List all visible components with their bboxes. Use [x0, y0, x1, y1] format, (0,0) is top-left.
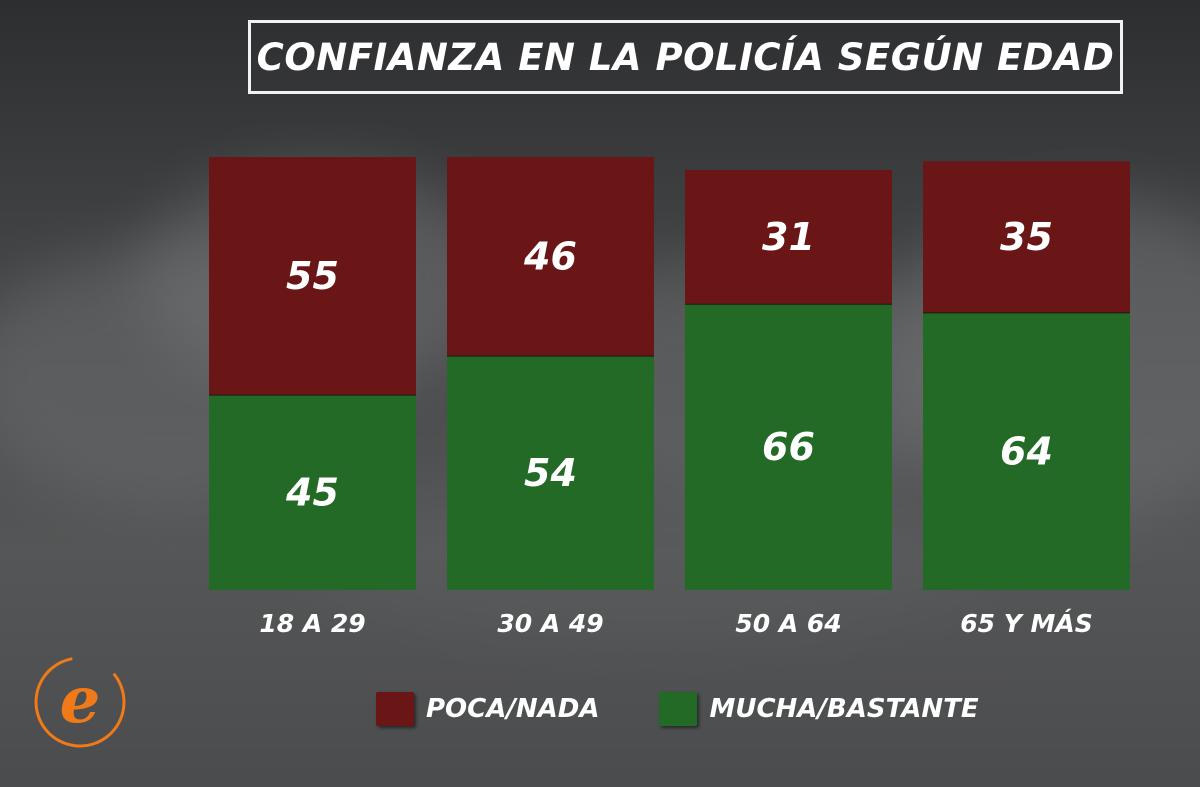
bar-mucha: [685, 304, 892, 590]
chart-title-box: CONFIANZA EN LA POLICÍA SEGÚN EDAD: [248, 20, 1123, 94]
data-label-mucha: 45: [285, 471, 339, 515]
category-label: 65 Y MÁS: [960, 609, 1093, 638]
legend: POCA/NADA MUCHA/BASTANTE: [376, 692, 1039, 726]
bar-poca: [209, 157, 416, 396]
data-label-poca: 46: [523, 235, 577, 279]
equipos-logo-icon: e: [34, 656, 126, 748]
data-label-poca: 35: [1000, 215, 1053, 259]
category-label: 18 A 29: [259, 609, 365, 638]
data-label-poca: 31: [762, 215, 815, 259]
bar-poca: [685, 169, 892, 305]
bar-mucha: [209, 395, 416, 590]
data-label-mucha: 54: [524, 451, 577, 495]
legend-item-poca: POCA/NADA: [376, 692, 599, 726]
bar-poca: [923, 161, 1130, 313]
category-label: 30 A 49: [497, 609, 603, 638]
data-label-mucha: 64: [1000, 429, 1053, 473]
bar-poca: [447, 157, 654, 357]
data-label-mucha: 66: [762, 425, 815, 469]
legend-swatch-poca: [376, 692, 414, 726]
legend-label-poca: POCA/NADA: [426, 694, 600, 724]
data-label-poca: 55: [286, 254, 339, 298]
category-label: 50 A 64: [735, 609, 841, 638]
legend-swatch-mucha: [659, 692, 698, 726]
bar-mucha: [923, 312, 1130, 590]
legend-item-mucha: MUCHA/BASTANTE: [659, 692, 979, 726]
bar-mucha: [447, 356, 654, 590]
legend-label-mucha: MUCHA/BASTANTE: [709, 694, 979, 724]
chart-title: CONFIANZA EN LA POLICÍA SEGÚN EDAD: [256, 35, 1115, 79]
svg-text:e: e: [60, 663, 101, 738]
